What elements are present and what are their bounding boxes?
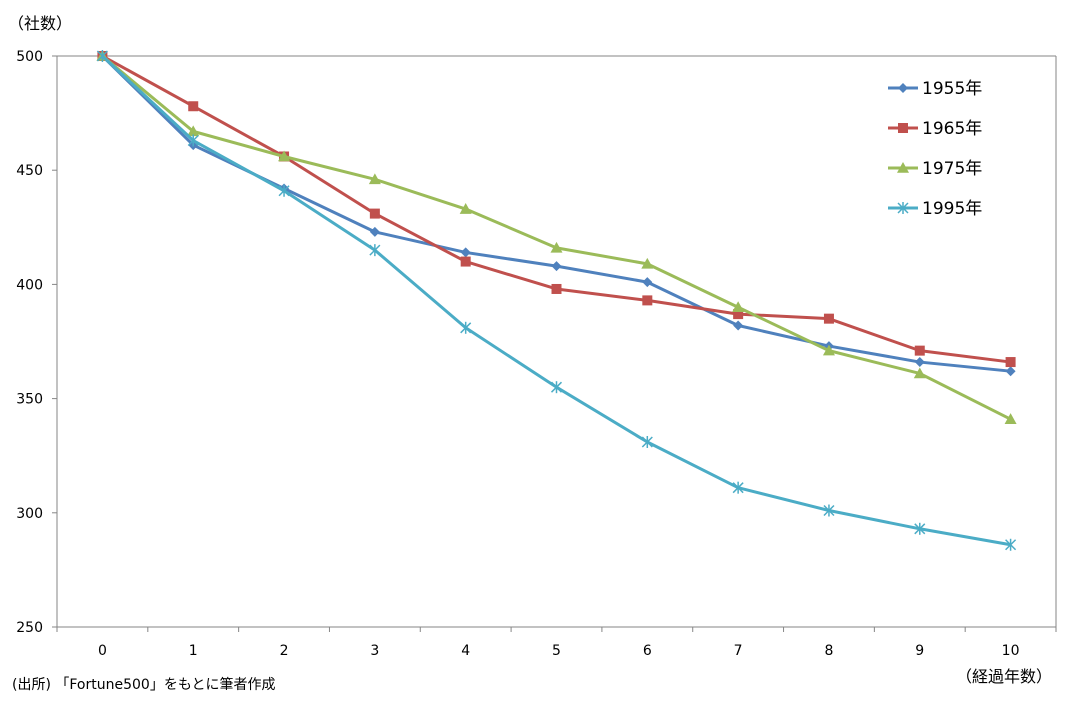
data-point-1965 <box>188 101 199 112</box>
y-tick-label: 450 <box>16 163 43 179</box>
x-tick-label: 6 <box>643 643 652 659</box>
data-point-1995 <box>278 184 290 197</box>
data-point-1975 <box>278 150 291 162</box>
data-point-1965 <box>914 345 925 356</box>
x-tick-label: 2 <box>280 643 289 659</box>
data-point-1975 <box>187 125 200 137</box>
data-point-1995 <box>550 381 563 394</box>
y-tick-label: 400 <box>16 277 43 293</box>
series-line-1955 <box>101 54 1011 373</box>
data-point-1965 <box>1005 357 1016 368</box>
legend-label: 1955年 <box>922 79 982 99</box>
legend-item-1975: 1975年 <box>888 159 982 179</box>
legend-swatch-marker <box>897 162 909 173</box>
legend-label: 1965年 <box>922 119 982 139</box>
data-point-1965 <box>733 309 744 320</box>
x-tick-label: 7 <box>734 643 743 659</box>
x-tick-label: 1 <box>189 643 198 659</box>
data-point-1975 <box>368 173 381 185</box>
data-point-1975 <box>641 257 654 269</box>
data-point-1955 <box>914 357 925 368</box>
x-tick-label: 0 <box>98 643 107 659</box>
data-point-1975 <box>913 367 926 379</box>
legend-swatch-marker <box>898 83 908 93</box>
data-point-1955 <box>733 320 744 331</box>
data-point-1995 <box>369 244 381 257</box>
data-point-1965 <box>642 295 653 306</box>
series-line-1995 <box>101 54 1011 547</box>
data-point-1995 <box>96 50 108 62</box>
legend-swatch-marker <box>897 202 909 214</box>
x-tick-label: 8 <box>824 643 833 659</box>
legend-item-1965: 1965年 <box>888 119 982 139</box>
y-axis-unit-label: （社数） <box>8 14 72 33</box>
y-ticks: 250 300 350 400 450 500 <box>16 49 57 636</box>
legend-item-1955: 1955年 <box>888 79 982 99</box>
legend-swatch-marker <box>898 123 908 133</box>
y-tick-label: 350 <box>16 392 43 408</box>
legend-label: 1975年 <box>922 159 982 179</box>
data-point-1975 <box>550 241 563 253</box>
series-1995 <box>96 50 1017 551</box>
data-point-1995 <box>641 435 653 448</box>
series-1955 <box>97 51 1016 377</box>
data-point-1975 <box>459 203 472 214</box>
data-point-1955 <box>369 226 380 237</box>
series-1975 <box>96 50 1017 424</box>
data-point-1955 <box>1005 366 1016 377</box>
data-point-1965 <box>551 283 562 294</box>
legend-item-1995: 1995年 <box>888 199 982 219</box>
data-point-1995 <box>732 481 744 494</box>
series-1965 <box>97 51 1016 368</box>
series-line-1965 <box>101 54 1011 364</box>
source-note: (出所) 「Fortune500」をもとに筆者作成 <box>12 677 276 693</box>
series-layer <box>96 50 1017 551</box>
x-tick-label: 4 <box>461 643 470 659</box>
data-point-1995 <box>823 504 835 517</box>
data-point-1995 <box>1005 538 1017 551</box>
y-tick-label: 300 <box>16 506 43 522</box>
data-point-1975 <box>1004 413 1017 424</box>
series-line-1975 <box>101 54 1012 421</box>
data-point-1995 <box>187 134 199 147</box>
x-tick-label: 3 <box>370 643 379 659</box>
data-point-1965 <box>460 256 471 267</box>
x-ticks: 0 1 2 3 4 5 6 7 8 9 10 <box>56 627 1057 659</box>
data-point-1995 <box>460 321 472 334</box>
x-tick-label: 9 <box>915 643 924 659</box>
data-point-1965 <box>823 313 834 324</box>
x-tick-label: 5 <box>552 643 561 659</box>
data-point-1965 <box>369 208 380 219</box>
data-point-1995 <box>914 522 926 535</box>
x-axis-unit-label: （経過年数） <box>956 667 1052 686</box>
x-tick-label: 10 <box>1002 643 1020 659</box>
data-point-1955 <box>551 261 562 272</box>
y-tick-label: 250 <box>16 620 43 636</box>
legend-label: 1995年 <box>922 199 982 219</box>
data-point-1955 <box>642 277 653 288</box>
data-point-1975 <box>732 301 745 313</box>
axes <box>56 55 1057 628</box>
data-point-1975 <box>822 344 835 356</box>
data-point-1955 <box>460 247 471 258</box>
legend: 1955年 1965年 1975年 1995年 <box>888 79 982 219</box>
y-tick-label: 500 <box>16 49 43 65</box>
